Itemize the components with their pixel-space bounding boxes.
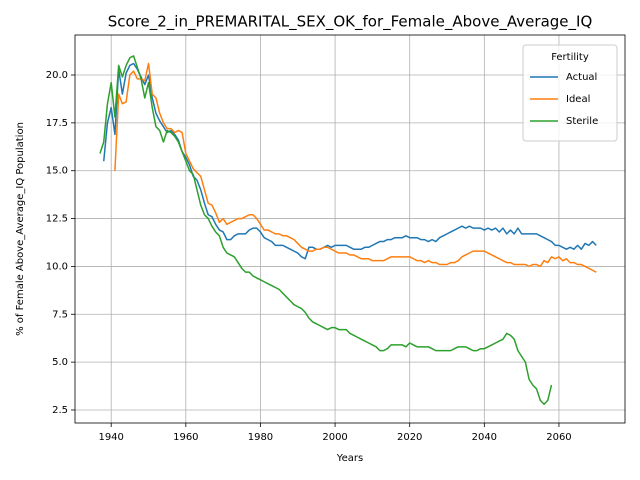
x-tick-label: 1940 bbox=[98, 432, 123, 443]
legend: Fertility Actual Ideal Sterile bbox=[522, 44, 618, 142]
x-tick-label: 2020 bbox=[397, 432, 422, 443]
x-tick-label: 1960 bbox=[173, 432, 198, 443]
y-tick-label: 17.5 bbox=[46, 118, 68, 129]
x-tick-label: 1980 bbox=[248, 432, 273, 443]
series-line bbox=[114, 62, 597, 273]
series-line bbox=[102, 62, 597, 260]
legend-label: Actual bbox=[566, 72, 597, 83]
lines bbox=[99, 55, 597, 405]
ticks: 1940 1960 1980 2000 2020 2040 2060 2.5 5.0 7.5 10.… bbox=[46, 70, 572, 443]
y-tick-label: 20.0 bbox=[46, 70, 68, 81]
axes-frame bbox=[74, 34, 626, 424]
chart-title: Score_2_in_PREMARITAL_SEX_OK_for_Female_… bbox=[108, 13, 593, 32]
y-tick-label: 10.0 bbox=[46, 261, 68, 272]
x-tick-label: 2060 bbox=[546, 432, 571, 443]
legend-title: Fertility bbox=[551, 52, 589, 63]
y-tick-label: 12.5 bbox=[46, 214, 68, 225]
legend-box bbox=[522, 44, 618, 142]
y-tick-label: 5.0 bbox=[52, 357, 68, 368]
x-tick-label: 2040 bbox=[472, 432, 497, 443]
y-tick-label: 15.0 bbox=[46, 166, 68, 177]
legend-label: Ideal bbox=[566, 94, 590, 105]
y-tick-label: 2.5 bbox=[52, 405, 68, 416]
legend-label: Sterile bbox=[566, 116, 598, 127]
x-axis-label: Years bbox=[336, 453, 363, 464]
x-tick-label: 2000 bbox=[322, 432, 347, 443]
y-axis-label: % of Female Above_Average_IQ Population bbox=[15, 122, 26, 336]
series-line bbox=[99, 55, 553, 405]
y-tick-label: 7.5 bbox=[52, 309, 68, 320]
